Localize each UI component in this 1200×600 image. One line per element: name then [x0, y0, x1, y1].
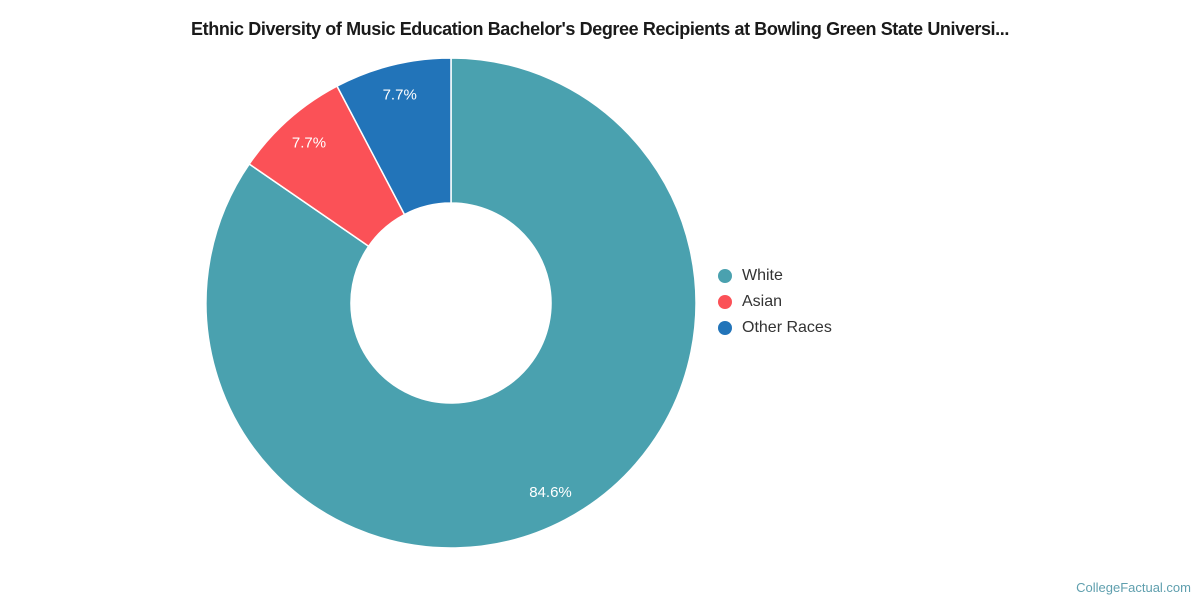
- legend-marker-icon: [718, 320, 732, 335]
- legend-label: Other Races: [742, 318, 832, 336]
- legend-item-asian[interactable]: Asian: [718, 291, 832, 312]
- legend-marker-icon: [718, 268, 732, 283]
- chart-title: Ethnic Diversity of Music Education Bach…: [191, 19, 1009, 39]
- legend-label: Asian: [742, 292, 783, 310]
- legend-label: White: [742, 266, 783, 284]
- slice-white[interactable]: [205, 57, 697, 549]
- legend-item-other-races[interactable]: Other Races: [718, 317, 832, 338]
- watermark-link[interactable]: CollegeFactual.com: [1076, 580, 1191, 595]
- legend-marker-icon: [718, 294, 732, 309]
- slice-other-races[interactable]: [336, 57, 452, 216]
- chart-legend: White Asian Other Races: [718, 265, 832, 343]
- legend-item-white[interactable]: White: [718, 265, 832, 286]
